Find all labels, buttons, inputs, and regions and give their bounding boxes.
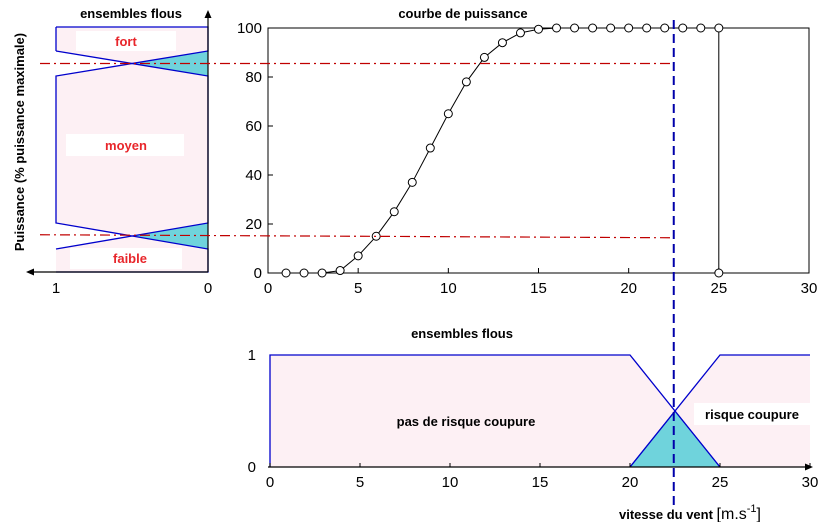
power-curve-point (317, 268, 327, 278)
power-curve-xtick-label: 20 (620, 280, 637, 297)
power-curve-point (479, 52, 489, 62)
membership-axis-arrow (26, 268, 34, 276)
wind-set-no-risk-label: pas de risque coupure (397, 414, 536, 429)
power-ylabel: Puissance (% puissance maximale) (12, 33, 27, 251)
power-curve-point (515, 28, 525, 38)
wind-xtick-label: 20 (622, 474, 639, 491)
power-curve-point (335, 266, 345, 276)
power-curve-point (714, 268, 724, 278)
power-curve-xtick-label: 15 (530, 280, 547, 297)
power-curve-ytick-label: 0 (254, 265, 262, 282)
power-curve-point (696, 23, 706, 33)
power-fuzzy-title: ensembles flous (80, 6, 182, 21)
power-low-reference-line (39, 234, 673, 239)
power-set-faible-label: faible (113, 251, 147, 266)
wind-fuzzy-title: ensembles flous (411, 326, 513, 341)
power-curve-point (660, 23, 670, 33)
wind-ytick-label: 0 (248, 459, 256, 476)
power-curve-point (588, 23, 598, 33)
power-axis-arrow (204, 10, 212, 18)
power-membership-tick-1: 1 (52, 280, 60, 297)
wind-axis-arrow (805, 463, 813, 471)
power-curve-ytick-label: 100 (237, 20, 262, 37)
power-curve-title: courbe de puissance (398, 6, 527, 21)
power-curve-point (642, 23, 652, 33)
wind-xtick-label: 0 (266, 474, 274, 491)
power-activation-low-area (133, 223, 208, 249)
power-curve-ytick-label: 60 (245, 118, 262, 135)
power-curve-point (606, 23, 616, 33)
risk-label-bg (694, 403, 810, 425)
wind-xtick-label: 10 (442, 474, 459, 491)
power-membership-tick-0: 0 (204, 280, 212, 297)
power-curve-point (353, 251, 363, 261)
power-curve-point (678, 23, 688, 33)
moyen-label-bg (66, 134, 184, 156)
wind-xlabel-unit: [m.s (717, 506, 747, 522)
power-curve-xtick-label: 0 (264, 280, 272, 297)
power-curve-point (552, 23, 562, 33)
power-curve-point (534, 24, 543, 34)
power-curve-point (497, 38, 507, 48)
wind-xlabel-exponent: -1 (747, 503, 757, 515)
power-set-fort-label: fort (115, 34, 137, 49)
power-curve-point (570, 23, 580, 33)
wind-set-risk-label: risque coupure (705, 407, 799, 422)
power-curve-panel: courbe de puissance 0 5 10 15 20 25 30 0 20 40 60 8… (237, 6, 817, 297)
power-curve-xtick-label: 25 (710, 280, 727, 297)
power-activation-high-area (133, 51, 208, 76)
power-curve-point (407, 177, 417, 187)
wind-ytick-label: 1 (248, 347, 256, 364)
power-curve-ytick-label: 20 (245, 216, 262, 233)
power-curve-point (461, 77, 471, 87)
fort-label-bg (76, 31, 176, 51)
power-curve-point (425, 143, 435, 153)
power-curve-point (443, 109, 453, 119)
power-curve-xtick-label: 10 (440, 280, 457, 297)
power-curve-point (624, 23, 634, 33)
wind-xtick-label: 5 (356, 474, 364, 491)
wind-set-no-risk-area (270, 355, 720, 467)
power-curve-point (371, 231, 381, 241)
wind-xtick-label: 25 (712, 474, 729, 491)
power-curve-line (286, 27, 720, 274)
wind-xlabel-close: ] (757, 506, 761, 522)
wind-xlabel-main: vitesse du vent (619, 507, 717, 522)
power-set-moyen-label: moyen (105, 138, 147, 153)
wind-fuzzy-panel: ensembles flous 0 5 10 15 20 25 30 0 1 pas de ri… (248, 326, 819, 522)
power-curve-point (389, 207, 399, 217)
faible-label-bg (70, 248, 182, 269)
power-curve-ytick-label: 40 (245, 167, 262, 184)
power-curve-xtick-label: 30 (801, 280, 818, 297)
wind-set-risk-line (629, 354, 810, 468)
power-fuzzy-panel: ensembles flous fort moyen faible 1 0 Pu… (12, 6, 212, 297)
power-curve-point (714, 23, 724, 33)
power-curve-xtick-label: 5 (354, 280, 362, 297)
power-curve-point (299, 268, 309, 278)
power-curve-point (281, 268, 291, 278)
wind-xlabel: vitesse du vent [m.s-1] (619, 503, 761, 522)
wind-xtick-label: 15 (532, 474, 549, 491)
power-curve-ytick-label: 80 (245, 69, 262, 86)
wind-xtick-label: 30 (802, 474, 819, 491)
